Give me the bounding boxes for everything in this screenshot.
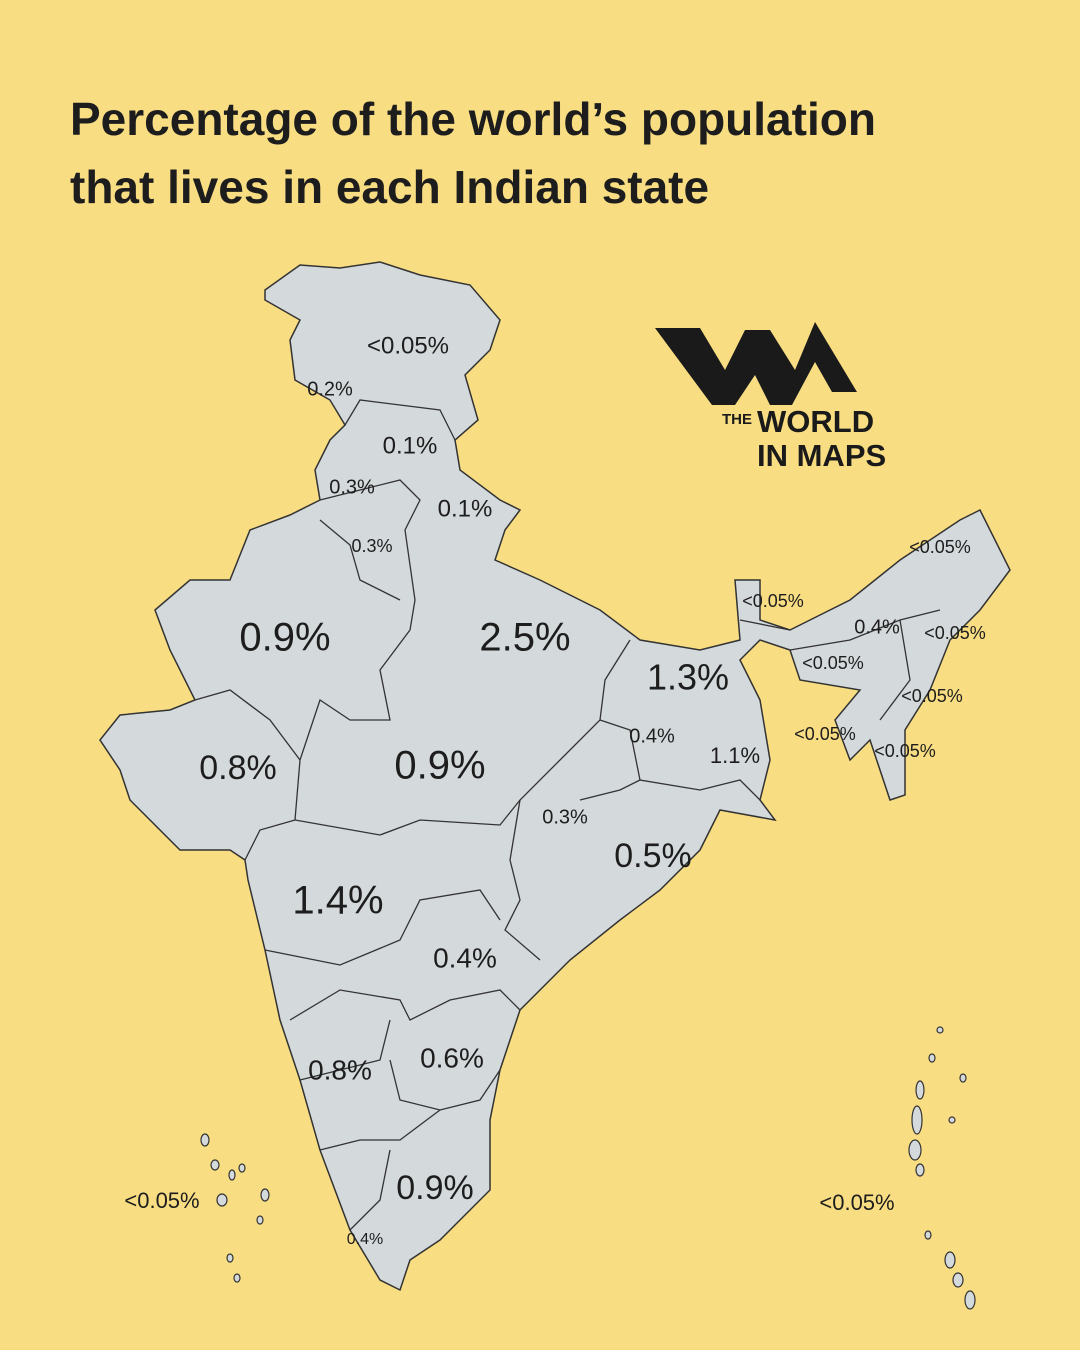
logo-text: WORLD xyxy=(757,404,874,439)
state-label: 1.4% xyxy=(292,879,383,923)
logo-text: IN MAPS xyxy=(757,438,886,473)
state-label: 0.3% xyxy=(351,536,392,556)
title: Percentage of the world’s population xyxy=(70,93,876,145)
state-label: 1.1% xyxy=(710,743,760,768)
logo: THE WORLD IN MAPS xyxy=(655,322,886,473)
state-label: 0.4% xyxy=(347,1231,383,1248)
state-label: 0.4% xyxy=(433,942,497,973)
title: that lives in each Indian state xyxy=(70,161,709,213)
logo-mark xyxy=(655,322,857,405)
state-label: 0.5% xyxy=(614,837,692,875)
state-labels: <0.05% 0.2% 0.1% 0.3% 0.1% 0.3% 0.9% 2.5% 1.3% 0.… xyxy=(124,332,985,1248)
state-label: <0.05% xyxy=(924,623,986,643)
state-label: <0.05% xyxy=(794,724,856,744)
state-label: <0.05% xyxy=(874,741,936,761)
state-label: 2.5% xyxy=(479,616,570,660)
state-label: 0.9% xyxy=(396,1169,474,1207)
state-label: 0.9% xyxy=(239,616,330,660)
state-label: <0.05% xyxy=(124,1188,199,1213)
state-borders xyxy=(194,399,941,1231)
state-label: 0.4% xyxy=(629,725,675,747)
state-label: 0.8% xyxy=(308,1054,372,1085)
state-label: <0.05% xyxy=(742,591,804,611)
state-label: 0.2% xyxy=(307,378,353,400)
state-label: 0.3% xyxy=(542,806,588,828)
state-label: <0.05% xyxy=(909,537,971,557)
state-label: 0.4% xyxy=(854,616,900,638)
state-label: <0.05% xyxy=(802,653,864,673)
state-label: 0.6% xyxy=(420,1042,484,1073)
state-label: 0.9% xyxy=(394,744,485,788)
state-label: <0.05% xyxy=(367,332,449,359)
state-label: 0.8% xyxy=(199,749,277,787)
india-outline xyxy=(99,261,1011,1292)
state-label: 1.3% xyxy=(647,657,729,698)
state-label: <0.05% xyxy=(901,686,963,706)
state-label: 0.3% xyxy=(329,476,375,498)
state-label: 0.1% xyxy=(383,432,438,459)
logo-text: THE xyxy=(722,411,752,428)
islands xyxy=(200,1026,976,1310)
state-label: <0.05% xyxy=(819,1190,894,1215)
state-label: 0.1% xyxy=(438,495,493,522)
